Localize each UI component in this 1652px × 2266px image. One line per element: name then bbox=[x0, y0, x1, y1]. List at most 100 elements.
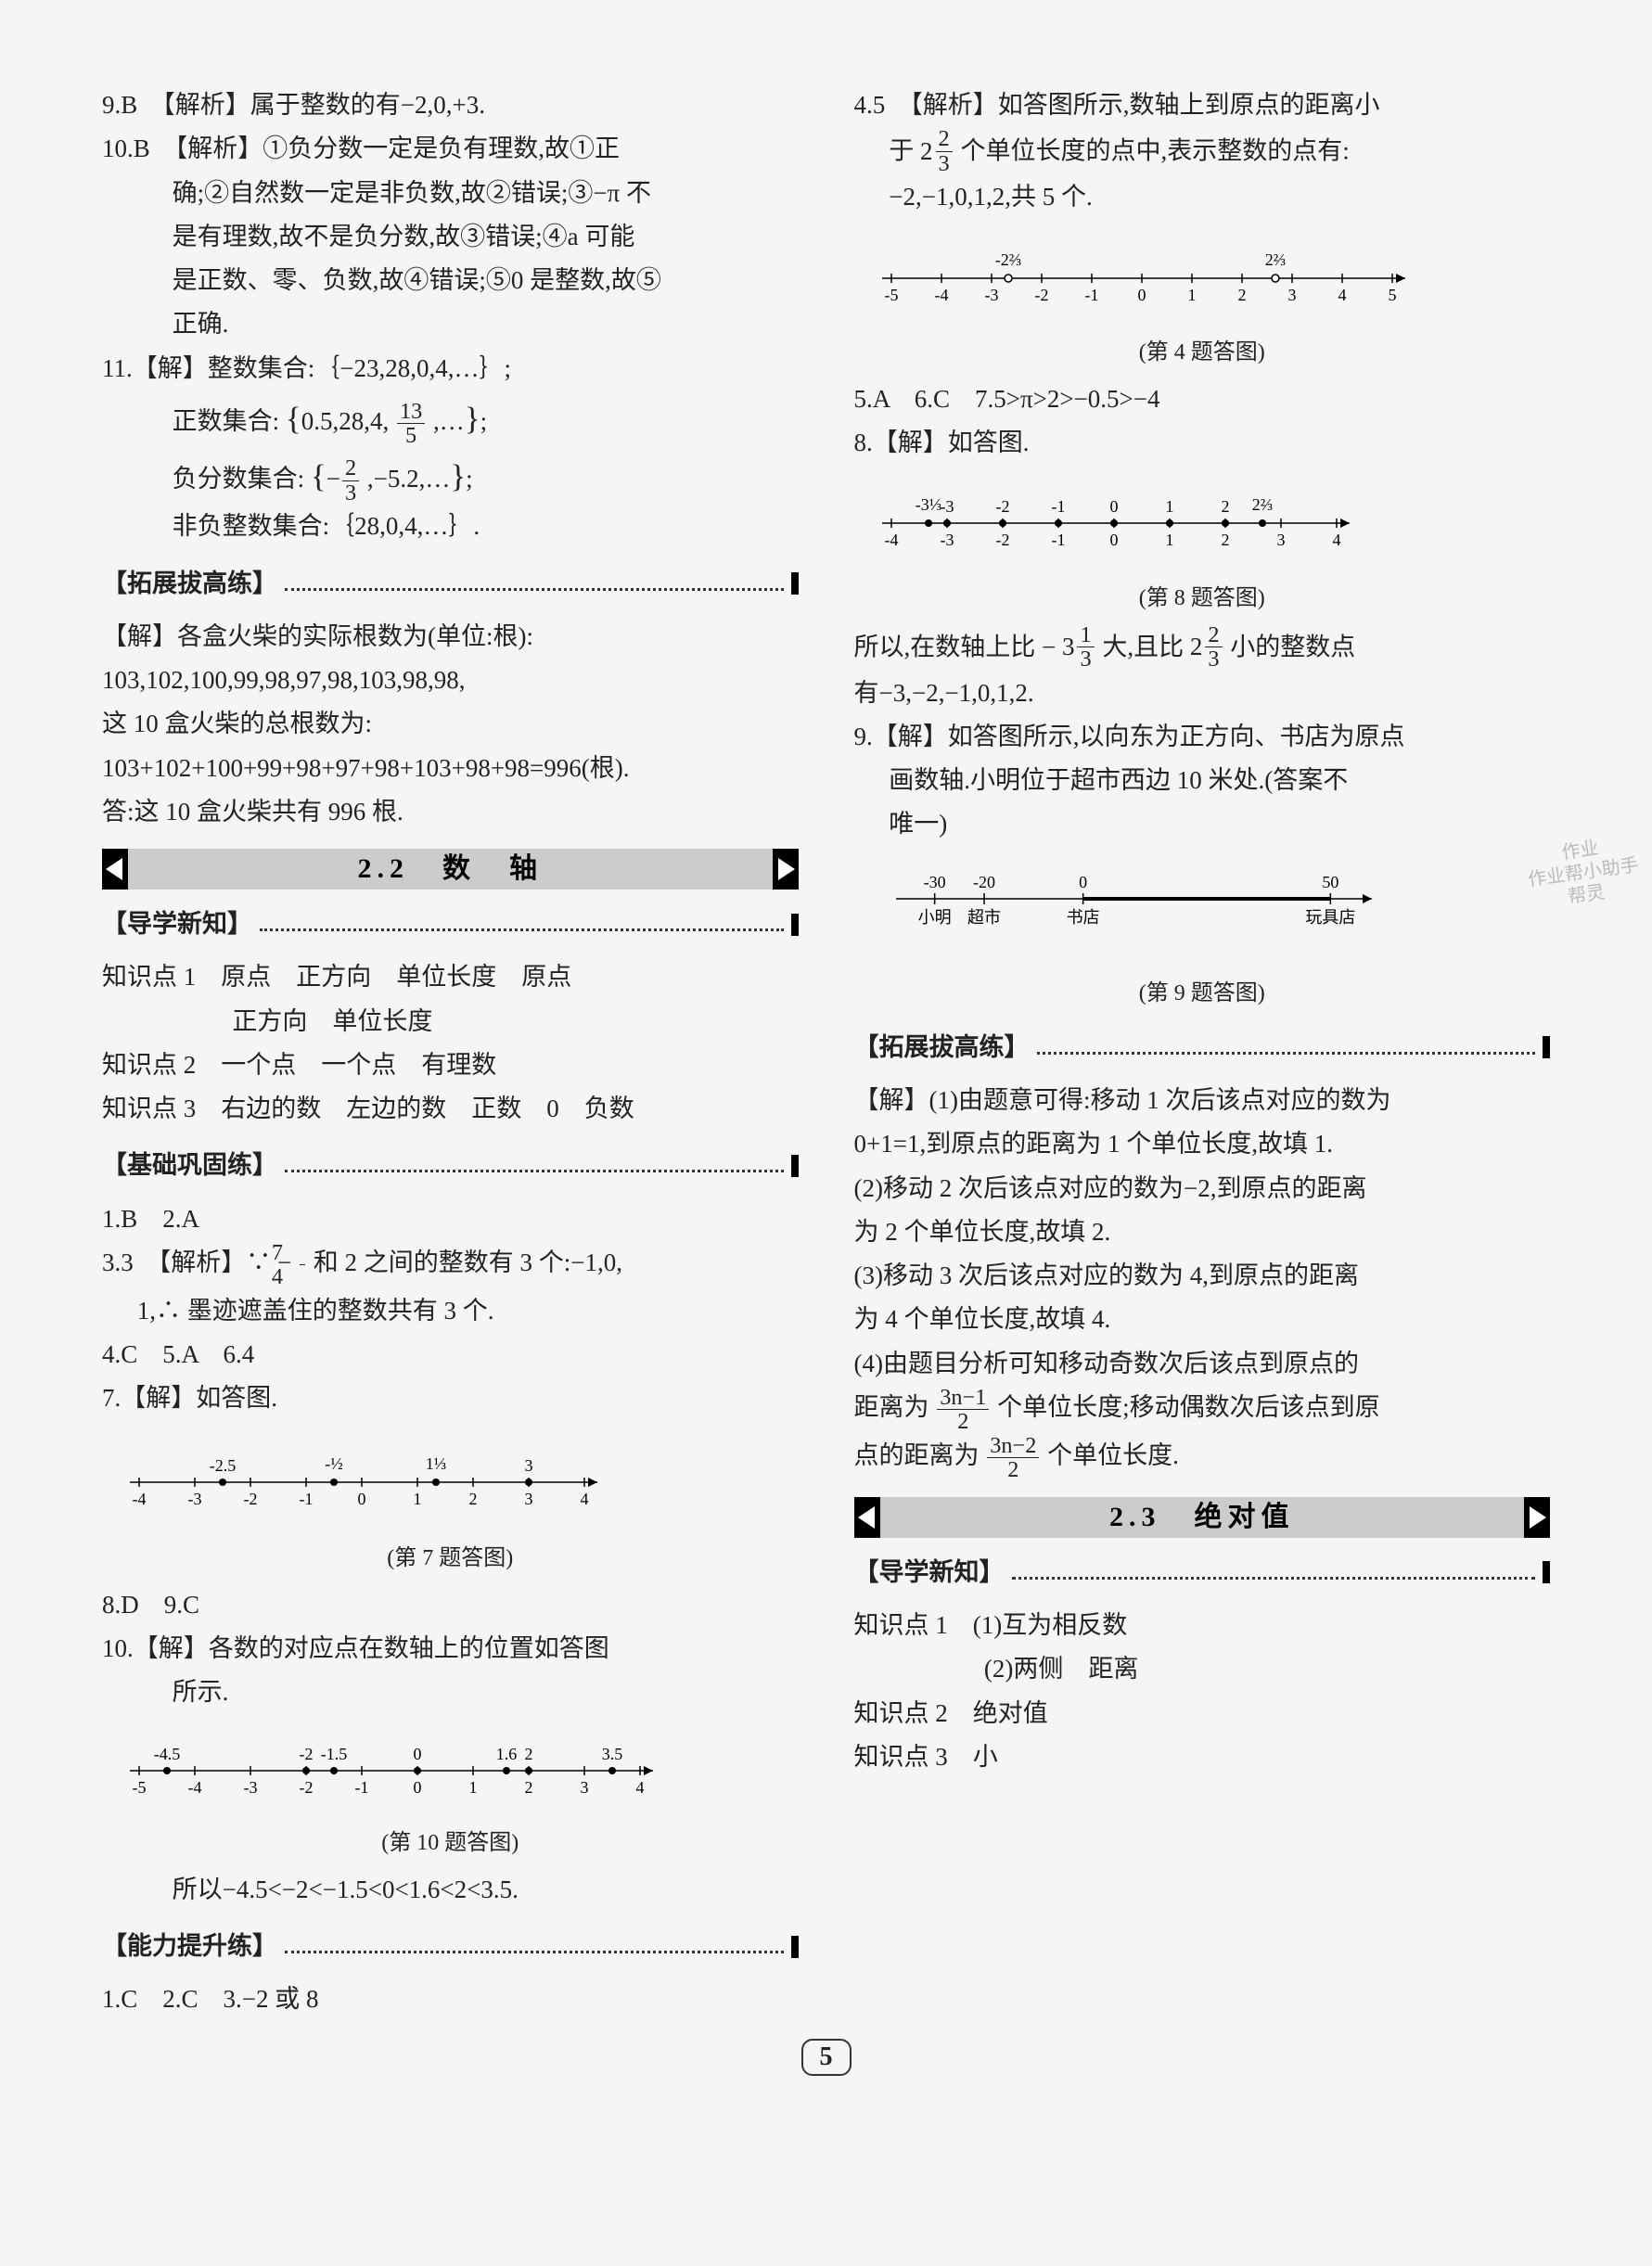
fraction: 3n−12 bbox=[937, 1386, 989, 1434]
fraction: 23 bbox=[342, 456, 359, 505]
svg-text:-4: -4 bbox=[884, 531, 898, 549]
svg-text:-5: -5 bbox=[133, 1778, 147, 1797]
svg-text:-1.5: -1.5 bbox=[321, 1745, 348, 1763]
fraction: 3n−22 bbox=[987, 1434, 1039, 1482]
kp1b: 正方向 单位长度 bbox=[102, 1000, 799, 1043]
r9b: 画数轴.小明位于超市西边 10 米处.(答案不 bbox=[854, 759, 1551, 802]
ext-l1: 【解】各盒火柴的实际根数为(单位:根): bbox=[102, 615, 799, 659]
number-line-8: -4-3-2-101234-3-2-1012-3⅓2⅔ bbox=[854, 472, 1374, 560]
text: 点的距离为 bbox=[854, 1441, 980, 1469]
chapter-title: 2.2 数 轴 bbox=[122, 845, 778, 894]
mixed-fraction: 223 bbox=[1190, 623, 1224, 672]
j8: 8.D 9.C bbox=[102, 1583, 799, 1627]
svg-text:0: 0 bbox=[414, 1745, 422, 1763]
j10c: 所以−4.5<−2<−1.5<0<1.6<2<3.5. bbox=[102, 1868, 799, 1912]
text: 于 bbox=[889, 137, 920, 165]
t1b: 0+1=1,到原点的距离为 1 个单位长度,故填 1. bbox=[854, 1122, 1551, 1166]
section-header-extend: 【拓展拔高练】 bbox=[102, 562, 799, 606]
svg-text:-2: -2 bbox=[300, 1745, 314, 1763]
svg-text:-3: -3 bbox=[244, 1778, 258, 1797]
text: 0.5,28,4, bbox=[301, 407, 390, 435]
q11-l3: 负分数集合: {−23 ,−5.2,…}; bbox=[102, 448, 799, 506]
svg-text:-3⅓: -3⅓ bbox=[915, 495, 941, 514]
r5: 5.A 6.C 7.5>π>2>−0.5>−4 bbox=[854, 378, 1551, 421]
j10a: 10.【解】各数的对应点在数轴上的位置如答图 bbox=[102, 1627, 799, 1671]
t4b: 距离为 3n−12 个单位长度;移动偶数次后该点到原 bbox=[854, 1386, 1551, 1434]
label: 【导学新知】 bbox=[102, 903, 252, 946]
svg-text:-1: -1 bbox=[1051, 531, 1065, 549]
q10-l5: 正确. bbox=[102, 302, 799, 346]
q10-l2: 确;②自然数一定是非负数,故②错误;③−π 不 bbox=[102, 172, 799, 215]
fraction: 74 bbox=[300, 1241, 305, 1289]
triangle-right-icon bbox=[1530, 1506, 1546, 1529]
svg-text:4: 4 bbox=[1338, 286, 1346, 304]
r9a: 9.【解】如答图所示,以向东为正方向、书店为原点 bbox=[854, 715, 1551, 759]
kp2: 知识点 2 一个点 一个点 有理数 bbox=[102, 1043, 799, 1087]
page-number: 5 bbox=[102, 2039, 1550, 2076]
t2: (2)移动 2 次后该点对应的数为−2,到原点的距离 bbox=[854, 1167, 1551, 1210]
r4c: −2,−1,0,1,2,共 5 个. bbox=[854, 175, 1551, 219]
svg-text:1: 1 bbox=[414, 1490, 422, 1508]
kp1: 知识点 1 原点 正方向 单位长度 原点 bbox=[102, 955, 799, 999]
svg-text:2⅔: 2⅔ bbox=[1251, 495, 1273, 514]
triangle-left-icon bbox=[858, 1506, 875, 1529]
j3b: 1,∴ 墨迹遮盖住的整数共有 3 个. bbox=[102, 1289, 799, 1333]
svg-text:-2: -2 bbox=[244, 1490, 258, 1508]
text: 和 2 之间的整数有 3 个:−1,0, bbox=[314, 1248, 622, 1276]
chapter-2-3: 2.3 绝对值 bbox=[854, 1497, 1551, 1538]
ext-l2: 103,102,100,99,98,97,98,103,98,98, bbox=[102, 659, 799, 702]
svg-text:2⅔: 2⅔ bbox=[1264, 250, 1286, 269]
watermark-stamp: 作业作业帮小助手帮灵 bbox=[1524, 832, 1644, 914]
number-line-4: -5-4-3-2-1012345-2⅔2⅔ bbox=[854, 227, 1429, 315]
section-header-extend-r: 【拓展拔高练】 bbox=[854, 1026, 1551, 1069]
svg-text:-4: -4 bbox=[133, 1490, 147, 1508]
svg-text:玩具店: 玩具店 bbox=[1305, 908, 1355, 927]
svg-text:1: 1 bbox=[1187, 286, 1196, 304]
number-line-10: -5-4-3-2-101234-4.5-2-1.501.623.5 bbox=[102, 1722, 677, 1806]
r8c: 有−3,−2,−1,0,1,2. bbox=[854, 672, 1551, 715]
t3: (3)移动 3 次后该点对应的数为 4,到原点的距离 bbox=[854, 1254, 1551, 1298]
text: 3.3 【解析】∵ − bbox=[102, 1248, 291, 1276]
svg-text:4: 4 bbox=[636, 1778, 645, 1797]
j7: 7.【解】如答图. bbox=[102, 1376, 799, 1420]
text: 小的整数点 bbox=[1230, 633, 1355, 660]
svg-text:0: 0 bbox=[1109, 531, 1118, 549]
triangle-left-icon bbox=[106, 858, 122, 880]
svg-text:3: 3 bbox=[1287, 286, 1296, 304]
section-header-guide-r: 【导学新知】 bbox=[854, 1551, 1551, 1594]
ext-l5: 答:这 10 盒火柴共有 996 根. bbox=[102, 790, 799, 834]
j10b: 所示. bbox=[102, 1671, 799, 1714]
svg-text:-3: -3 bbox=[940, 531, 954, 549]
q10-l1: 10.B 【解析】①负分数一定是负有理数,故①正 bbox=[102, 127, 799, 171]
svg-text:3: 3 bbox=[525, 1456, 533, 1475]
q11-l4: 非负整数集合:｛28,0,4,…｝. bbox=[102, 505, 799, 548]
fraction: 135 bbox=[397, 400, 425, 448]
svg-text:-20: -20 bbox=[973, 873, 995, 891]
svg-text:3.5: 3.5 bbox=[602, 1745, 623, 1763]
rk2: 知识点 2 绝对值 bbox=[854, 1692, 1551, 1735]
caption-9: (第 9 题答图) bbox=[854, 974, 1551, 1013]
svg-text:-2: -2 bbox=[300, 1778, 314, 1797]
right-column: 4.5 【解析】如答图所示,数轴上到原点的距离小 于 223 个单位长度的点中,… bbox=[854, 83, 1551, 2022]
label: 【导学新知】 bbox=[854, 1551, 1005, 1594]
svg-text:0: 0 bbox=[414, 1778, 422, 1797]
svg-text:5: 5 bbox=[1388, 286, 1396, 304]
left-column: 9.B 【解析】属于整数的有−2,0,+3. 10.B 【解析】①负分数一定是负… bbox=[102, 83, 799, 2022]
r8b: 所以,在数轴上比 − 313 大,且比 223 小的整数点 bbox=[854, 623, 1551, 672]
svg-text:1: 1 bbox=[469, 1778, 478, 1797]
q11-l1: 11.【解】整数集合:｛−23,28,0,4,…｝; bbox=[102, 347, 799, 390]
rk1b: (2)两侧 距离 bbox=[854, 1647, 1551, 1691]
section-header-ability: 【能力提升练】 bbox=[102, 1925, 799, 1968]
label: 【拓展拔高练】 bbox=[854, 1026, 1030, 1069]
svg-text:-1: -1 bbox=[1051, 497, 1065, 516]
svg-text:-3: -3 bbox=[940, 497, 954, 516]
text: ,… bbox=[433, 407, 465, 435]
svg-text:2: 2 bbox=[1237, 286, 1246, 304]
caption-7: (第 7 题答图) bbox=[102, 1539, 799, 1578]
text: ,−5.2,… bbox=[367, 465, 450, 493]
svg-text:-2: -2 bbox=[1034, 286, 1048, 304]
caption-4: (第 4 题答图) bbox=[854, 333, 1551, 372]
mixed-fraction: 313 bbox=[1062, 623, 1096, 672]
label: 【能力提升练】 bbox=[102, 1925, 277, 1968]
chapter-title: 2.3 绝对值 bbox=[875, 1493, 1530, 1543]
